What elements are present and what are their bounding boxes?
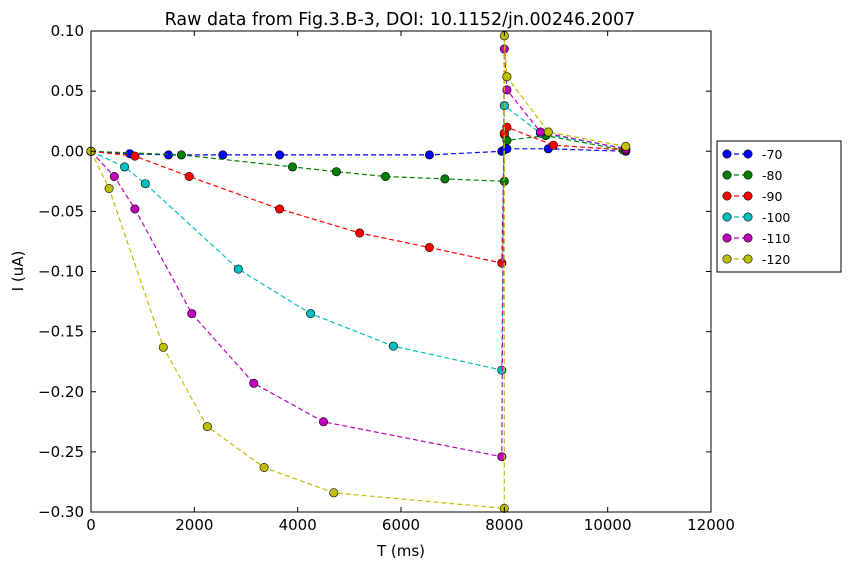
chart-title: Raw data from Fig.3.B-3, DOI: 10.1152/jn… [165,10,636,30]
x-tick-label: 10000 [584,516,632,534]
legend-item--110: -110 [722,231,790,246]
data-point [331,167,341,177]
data-point [109,172,119,182]
data-point [543,127,553,137]
data-point [306,309,316,319]
x-axis: 0 2000 4000 6000 8000 10000 12000 [86,31,735,534]
data-point [440,174,450,184]
series--120 [86,31,631,513]
legend-label: -90 [762,189,782,204]
legend-item--90: -90 [722,189,782,204]
data-point [548,140,558,150]
plot-area: 0 2000 4000 6000 8000 10000 12000 −0.30−0.25−0… [38,22,735,534]
data-point [130,151,140,161]
legend-item--100: -100 [722,210,790,225]
y-tick-label: −0.05 [38,202,84,220]
data-point [158,342,168,352]
legend-marker [743,212,753,222]
y-axis: −0.30 −0.25 −0.20 −0.15 −0.10 −0.05 0.00 0.05 0.… [38,22,711,521]
data-point [329,488,339,498]
x-tick-label: 12000 [687,516,735,534]
legend-marker [722,170,732,180]
y-axis-label: I (uA) [9,251,27,292]
legend: -70 -80 -90 -100 -110 -120 [716,140,842,273]
legend-item--120: -120 [722,252,790,267]
data-point [535,127,545,137]
data-point [424,243,434,253]
data-point [275,150,285,160]
legend-marker [722,149,732,159]
data-point [104,184,114,194]
y-tick-label: 0.10 [51,22,84,40]
legend-marker [722,254,732,264]
legend-label: -70 [762,147,782,162]
legend-label: -120 [762,252,790,267]
legend-label: -110 [762,231,790,246]
data-point [275,204,285,214]
y-tick-label: 0.05 [51,82,84,100]
legend-marker [743,170,753,180]
data-point [621,141,631,151]
data-point [388,341,398,351]
y-tick-label: −0.15 [38,323,84,341]
legend-item--80: -80 [722,168,782,183]
legend-marker [743,254,753,264]
data-point [424,150,434,160]
data-point [187,309,197,319]
legend-item--70: -70 [722,147,782,162]
x-tick-label: 2000 [175,516,213,534]
series--80 [86,129,628,186]
legend-marker [743,149,753,159]
data-point [355,228,365,238]
x-tick-label: 4000 [279,516,317,534]
x-tick-label: 6000 [382,516,420,534]
y-tick-label: −0.25 [38,443,84,461]
data-point [140,179,150,189]
data-point [259,462,269,472]
x-tick-label: 8000 [485,516,523,534]
data-point [176,150,186,160]
data-point [380,172,390,182]
legend-marker [743,191,753,201]
series-layer [86,31,631,513]
data-point [130,204,140,214]
legend-marker [722,191,732,201]
legend-marker [722,233,732,243]
y-tick-label: −0.30 [38,503,84,521]
legend-marker [743,233,753,243]
data-point [202,422,212,432]
series-line--100 [90,104,626,371]
data-point [120,162,130,172]
y-tick-label: −0.10 [38,263,84,281]
plot-frame [91,31,711,512]
data-point [233,264,243,274]
legend-box [716,140,842,273]
data-point [318,417,328,427]
x-tick-label: 0 [86,516,96,534]
legend-label: -100 [762,210,790,225]
data-point [218,150,228,160]
data-point [502,72,512,82]
y-tick-label: 0.00 [51,142,84,160]
y-tick-label: −0.20 [38,383,84,401]
data-point [287,162,297,172]
legend-marker [722,212,732,222]
x-axis-label: T (ms) [376,542,425,560]
legend-label: -80 [762,168,782,183]
data-point [249,378,259,388]
data-point [184,172,194,182]
